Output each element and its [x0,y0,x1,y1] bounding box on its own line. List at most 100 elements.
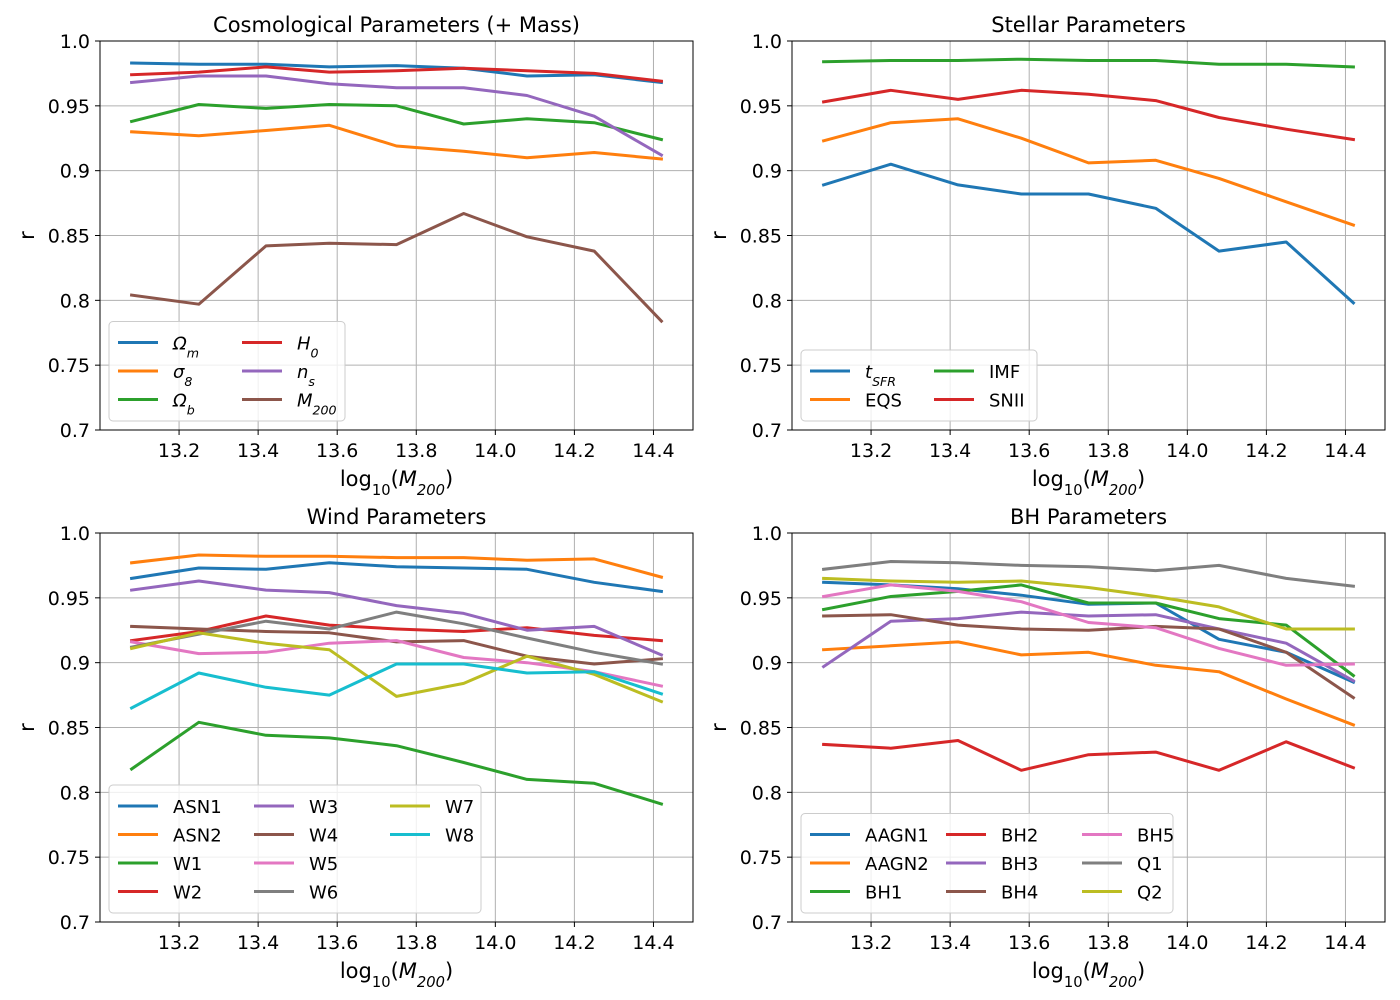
series-line-ωb [129,103,664,142]
y-tick-label: 1.0 [60,31,90,53]
ticks: 13.2 13.4 13.6 13.8 14.0 14.2 14.4 0.7 0.75 0.8 0.… [740,523,1367,954]
legend-label: EQS [865,391,902,412]
x-tick-label: 14.2 [553,440,595,462]
x-axis-label-part: 10 [372,482,391,499]
y-tick-label: 1.0 [752,523,782,545]
series-line-ns [129,74,664,158]
y-axis-label: r [15,231,39,240]
legend-label: W4 [309,826,338,847]
x-tick-label: 13.6 [316,932,358,954]
x-axis-label-part: M [399,467,417,491]
x-tick-label: 13.8 [395,440,437,462]
series-line-asn2 [129,553,664,579]
series-line-eqs [821,117,1356,228]
x-tick-label: 14.2 [553,932,595,954]
x-axis-label-part: log [340,467,372,491]
y-tick-label: 0.8 [60,782,90,804]
y-axis-label: r [707,231,731,240]
y-tick-label: 0.75 [48,355,90,377]
x-axis-label-part: 200 [417,974,445,991]
legend-label-base: Ω [172,334,187,355]
chart-title: Cosmological Parameters (+ Mass) [213,13,580,37]
series-line-ωm [130,61,664,85]
legend-label: W3 [309,797,338,818]
legend-label: σ8 [173,362,192,389]
y-tick-label: 0.9 [60,653,90,675]
x-tick-label: 13.6 [1008,440,1050,462]
series-lines [821,57,1356,306]
legend-label-sub: 8 [184,374,192,389]
series-line-tsfr [821,162,1356,306]
x-axis-label-part: ) [1137,959,1145,983]
x-axis-label-part: log [1032,959,1064,983]
series-line-snii [821,88,1356,142]
x-axis-label-part: 200 [417,482,445,499]
legend-label-sub: m [187,345,199,360]
legend-label: BH5 [1137,826,1174,847]
legend-label-base: t [865,362,873,383]
legend-label: W2 [173,883,202,904]
y-tick-label: 0.95 [48,588,90,610]
y-tick-label: 0.7 [60,420,90,442]
chart-panel-3: 13.2 13.4 13.6 13.8 14.0 14.2 14.4 0.7 0.75 0.8 0.… [15,505,694,991]
legend-label: W6 [309,883,338,904]
series-line-w8 [129,662,664,711]
y-tick-label: 0.85 [740,718,782,740]
ticks: 13.2 13.4 13.6 13.8 14.0 14.2 14.4 0.7 0.75 0.8 0.… [740,31,1367,462]
x-axis-label-part: 10 [1064,974,1083,991]
x-tick-label: 13.4 [929,932,971,954]
legend-label: tSFR [865,362,896,389]
legend-label-sub: SFR [872,374,896,389]
x-axis-label-part: 200 [1109,974,1137,991]
x-axis-label-part: 10 [372,974,391,991]
legend-frame [800,349,1038,422]
legend-label-base: M [297,391,313,412]
legend-label: H0 [297,334,319,361]
x-axis-label-part: ( [1083,467,1091,491]
y-tick-label: 0.85 [48,226,90,248]
y-tick-label: 0.9 [752,653,782,675]
x-tick-label: 14.0 [1166,932,1208,954]
series-lines [129,61,664,324]
series-line-w3 [129,579,664,657]
y-tick-label: 0.8 [752,290,782,312]
y-tick-label: 0.8 [60,290,90,312]
x-tick-label: 13.8 [1087,440,1129,462]
legend-label: BH2 [1001,826,1038,847]
legend-label: W8 [445,826,474,847]
x-tick-label: 14.0 [474,440,516,462]
series-line-bh2 [822,739,1356,772]
y-tick-label: 0.75 [740,847,782,869]
legend-label: ASN1 [173,797,222,818]
series-lines [129,553,664,806]
chart-title: Wind Parameters [307,505,487,529]
legend-frame [108,321,346,422]
x-tick-label: 13.8 [1087,932,1129,954]
legend-label: ASN2 [173,826,222,847]
chart-panel-1: 13.2 13.4 13.6 13.8 14.0 14.2 14.4 0.7 0.75 0.8 0.… [15,13,694,499]
series-line-w7 [129,631,664,704]
y-tick-label: 0.9 [60,161,90,183]
chart-panel-4: 13.2 13.4 13.6 13.8 14.0 14.2 14.4 0.7 0.75 0.8 0.… [707,505,1386,991]
series-line-bh3 [821,610,1356,683]
x-axis-label-part: M [399,959,417,983]
series-line-bh4 [822,613,1356,700]
x-tick-label: 14.0 [1166,440,1208,462]
legend-label: ns [297,362,315,389]
legend: ASN1 ASN2 W1 W2 W3 W4 W5 W6 W7 W8 [108,784,482,914]
x-axis-label-part: ( [391,467,399,491]
series-line-h0 [130,65,664,83]
series-line-w6 [129,610,664,666]
series-line-asn1 [129,561,664,594]
legend-label: Ωm [172,334,199,361]
y-axis-label: r [707,723,731,732]
x-axis-label: log10(M200) [1032,959,1145,991]
x-tick-label: 13.2 [850,932,892,954]
y-tick-label: 0.95 [48,96,90,118]
x-tick-label: 14.4 [632,440,674,462]
x-axis-label-part: ) [1137,467,1145,491]
y-tick-label: 0.95 [740,96,782,118]
legend-label-sub: s [308,374,315,389]
y-tick-label: 0.7 [752,420,782,442]
